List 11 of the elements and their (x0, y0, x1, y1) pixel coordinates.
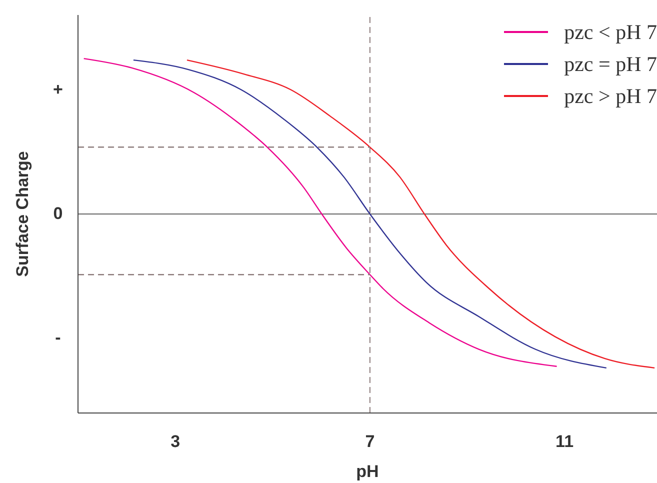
x-tick-label: 11 (556, 432, 574, 452)
x-tick-label: 7 (365, 432, 375, 452)
text: - (54, 327, 62, 350)
legend-label: pzc = pH 7 (564, 52, 657, 76)
text: 0 (52, 203, 64, 225)
legend-label: pzc < pH 7 (564, 20, 657, 44)
x-axis-title: pH (356, 462, 379, 481)
y-axis-title: Surface Charge (13, 151, 32, 277)
x-tick-label: 3 (170, 432, 180, 452)
text: + (52, 78, 64, 101)
legend-label: pzc > pH 7 (564, 84, 657, 108)
